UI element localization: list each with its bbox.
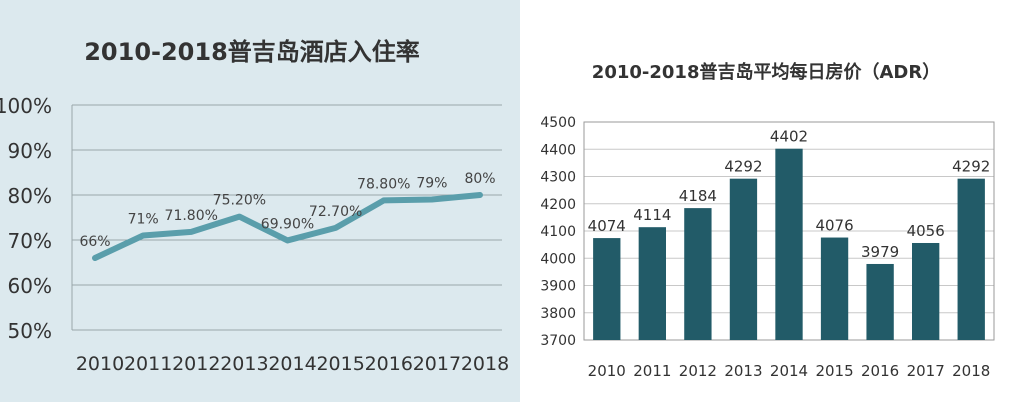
- occupancy-x-tick: 2012: [172, 353, 220, 375]
- occupancy-data-label: 72.70%: [309, 204, 362, 220]
- occupancy-x-tick: 2013: [220, 353, 268, 375]
- occupancy-chart-panel: 2010-2018普吉岛酒店入住率 50% 60% 70% 80% 90% 100% 20…: [0, 0, 520, 402]
- adr-x-tick: 2014: [770, 362, 808, 380]
- adr-x-tick: 2011: [633, 362, 671, 380]
- adr-y-tick: 3700: [540, 333, 576, 349]
- adr-bar: [684, 208, 712, 340]
- adr-bar: [957, 178, 985, 340]
- adr-data-label: 4292: [724, 158, 762, 176]
- occupancy-data-label: 75.20%: [213, 193, 266, 209]
- occupancy-y-tick: 50%: [8, 319, 52, 343]
- adr-data-label: 4402: [770, 128, 808, 146]
- occupancy-x-tick: 2015: [316, 353, 364, 375]
- occupancy-data-label: 66%: [79, 234, 110, 250]
- adr-data-label: 4076: [815, 217, 853, 235]
- adr-y-tick: 3800: [540, 306, 576, 322]
- adr-y-tick: 3900: [540, 279, 576, 295]
- occupancy-y-tick: 60%: [8, 274, 52, 298]
- occupancy-y-tick: 70%: [8, 229, 52, 253]
- adr-bar: [912, 242, 940, 340]
- adr-x-tick: 2018: [952, 362, 990, 380]
- adr-data-label: 4292: [952, 158, 990, 176]
- adr-x-tick: 2010: [588, 362, 626, 380]
- occupancy-x-tick: 2017: [413, 353, 461, 375]
- occupancy-data-label: 71.80%: [165, 208, 218, 224]
- adr-data-label: 4056: [907, 222, 945, 240]
- occupancy-data-label: 79%: [416, 176, 447, 192]
- adr-y-tick: 4200: [540, 197, 576, 213]
- adr-bar: [729, 178, 758, 340]
- adr-bar: [593, 238, 621, 340]
- adr-y-tick: 4000: [540, 251, 576, 267]
- occupancy-x-tick: 2018: [461, 353, 509, 375]
- occupancy-data-label: 71%: [128, 212, 159, 228]
- adr-y-tick: 4400: [540, 142, 576, 158]
- occupancy-chart-title: 2010-2018普吉岛酒店入住率: [84, 38, 420, 66]
- adr-bar: [820, 237, 849, 340]
- occupancy-x-tick: 2010: [76, 353, 124, 375]
- occupancy-y-tick: 80%: [8, 184, 52, 208]
- adr-data-label: 4074: [588, 217, 626, 235]
- occupancy-x-tick: 2011: [124, 353, 172, 375]
- adr-x-tick: 2013: [724, 362, 762, 380]
- adr-y-tick: 4500: [540, 115, 576, 131]
- adr-data-label: 4184: [679, 187, 717, 205]
- adr-bar: [775, 148, 803, 340]
- occupancy-series-line: [92, 192, 483, 261]
- adr-data-label: 4114: [633, 206, 671, 224]
- adr-x-tick: 2016: [861, 362, 899, 380]
- occupancy-line-chart: 2010-2018普吉岛酒店入住率 50% 60% 70% 80% 90% 100% 20…: [0, 38, 509, 375]
- adr-bar: [866, 263, 894, 340]
- adr-chart-title: 2010-2018普吉岛平均每日房价（ADR）: [592, 61, 940, 83]
- adr-y-tick: 4100: [540, 224, 576, 240]
- adr-x-tick: 2015: [815, 362, 853, 380]
- occupancy-y-tick: 100%: [0, 94, 52, 118]
- adr-bar-chart: 2010-2018普吉岛平均每日房价（ADR） 3700 3800 3900 4000…: [540, 61, 995, 380]
- adr-bar: [638, 227, 666, 340]
- occupancy-data-label: 69.90%: [261, 216, 314, 232]
- adr-y-tick: 4300: [540, 170, 576, 186]
- adr-x-tick: 2012: [679, 362, 717, 380]
- occupancy-x-tick: 2014: [268, 353, 316, 375]
- occupancy-x-tick: 2016: [365, 353, 413, 375]
- occupancy-data-label: 80%: [464, 171, 495, 187]
- adr-chart-panel: 2010-2018普吉岛平均每日房价（ADR） 3700 3800 3900 4000…: [520, 0, 1032, 402]
- occupancy-data-label: 78.80%: [357, 176, 410, 192]
- adr-x-tick: 2017: [907, 362, 945, 380]
- occupancy-y-tick: 90%: [8, 139, 52, 163]
- adr-data-label: 3979: [861, 243, 899, 261]
